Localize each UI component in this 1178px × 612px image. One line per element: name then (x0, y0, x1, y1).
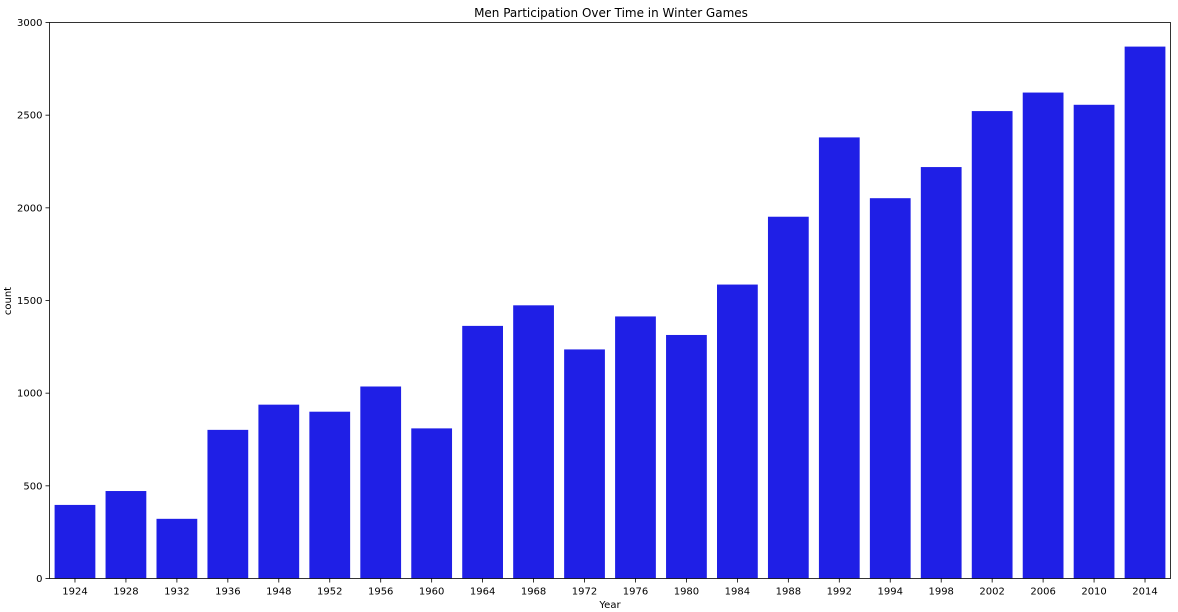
y-axis-label: count (3, 287, 14, 315)
y-tick-label: 1000 (17, 389, 42, 400)
x-tick-label: 2010 (1081, 587, 1106, 598)
y-tick-label: 2000 (17, 203, 42, 214)
bar-1928 (105, 491, 147, 579)
bars-group (54, 46, 1166, 579)
x-tick-label: 2002 (979, 587, 1004, 598)
x-tick-label: 1936 (215, 587, 240, 598)
x-tick-label: 1968 (521, 587, 546, 598)
bar-1988 (767, 216, 809, 579)
x-tick-label: 1994 (878, 587, 903, 598)
bar-1998 (920, 167, 962, 579)
x-tick-label: 1984 (725, 587, 750, 598)
y-tick-label: 0 (36, 574, 42, 585)
bar-2014 (1124, 46, 1166, 579)
x-tick-label: 1932 (164, 587, 189, 598)
x-tick-label: 1976 (623, 587, 648, 598)
bar-1964 (462, 325, 503, 579)
x-tick-label: 1956 (368, 587, 393, 598)
bar-1956 (360, 386, 402, 579)
bar-2010 (1073, 104, 1115, 579)
x-tick-label: 2006 (1030, 587, 1055, 598)
bar-1924 (54, 504, 96, 579)
plot-frame (49, 22, 1171, 579)
bar-2006 (1022, 92, 1064, 579)
bar-1968 (513, 305, 554, 579)
y-tick-label: 500 (23, 481, 42, 492)
y-tick-label: 2500 (17, 111, 42, 122)
chart-title: Men Participation Over Time in Winter Ga… (474, 6, 748, 20)
x-tick-label: 1952 (317, 587, 342, 598)
x-tick-label: 1980 (674, 587, 699, 598)
y-axis-ticks: 0 500 1000 1500 2000 2500 3000 (17, 18, 50, 585)
x-axis-ticks: 1924 1928 1932 1936 1948 1952 1956 1960 1964 1968… (62, 578, 1158, 598)
x-tick-label: 1948 (266, 587, 291, 598)
x-tick-label: 1928 (113, 587, 138, 598)
x-tick-label: 1988 (776, 587, 801, 598)
bar-1936 (207, 429, 249, 579)
y-tick-label: 3000 (17, 18, 42, 29)
x-axis-label: Year (598, 600, 621, 611)
x-tick-label: 1972 (572, 587, 597, 598)
x-tick-label: 1964 (470, 587, 495, 598)
bar-1952 (309, 411, 351, 579)
y-tick-label: 1500 (17, 296, 42, 307)
x-tick-label: 1998 (928, 587, 953, 598)
bar-2002 (971, 111, 1013, 579)
bar-1960 (411, 428, 453, 579)
x-tick-label: 1924 (62, 587, 87, 598)
bar-1984 (717, 284, 758, 579)
x-tick-label: 1992 (827, 587, 852, 598)
bar-1976 (615, 316, 656, 579)
x-tick-label: 2014 (1132, 587, 1157, 598)
bar-1932 (156, 518, 198, 579)
bar-1994 (869, 198, 911, 579)
bar-1980 (666, 334, 707, 579)
bar-1948 (258, 404, 300, 579)
x-tick-label: 1960 (419, 587, 444, 598)
bar-1972 (564, 349, 605, 579)
bar-1992 (818, 137, 860, 579)
